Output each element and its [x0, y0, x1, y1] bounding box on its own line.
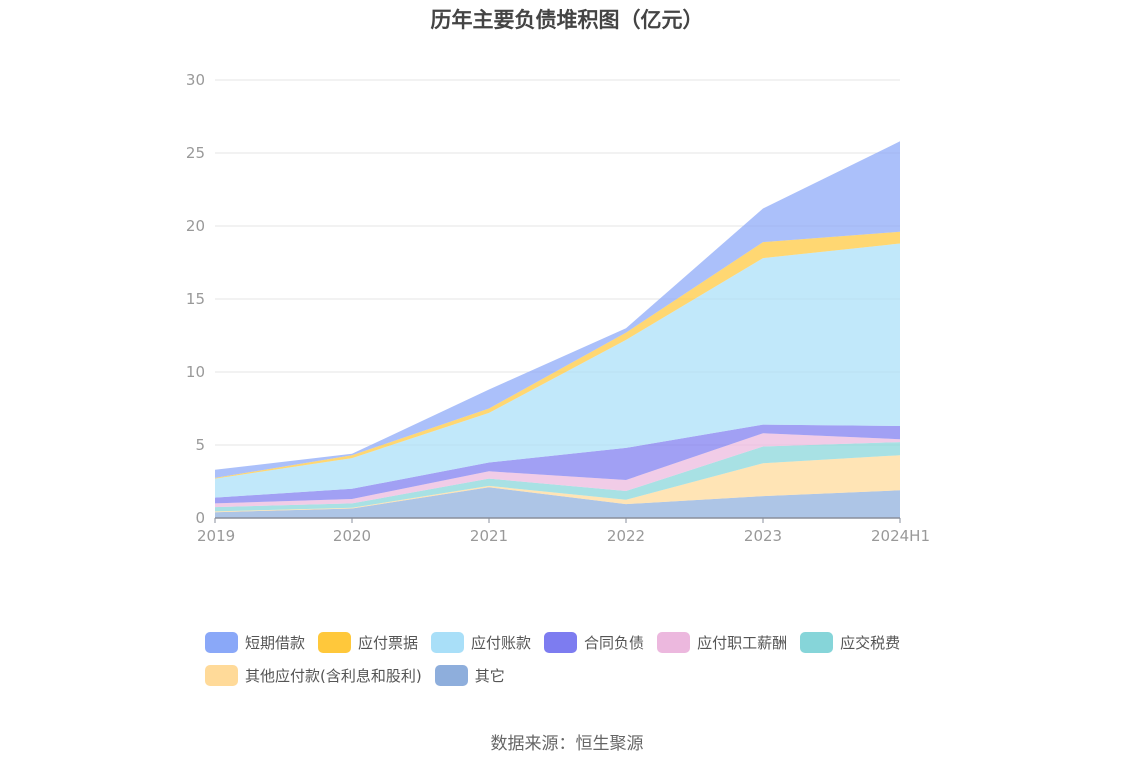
legend-item[interactable]: 应付职工薪酬 [657, 630, 787, 654]
y-tick-label: 25 [186, 144, 205, 162]
legend-swatch [318, 631, 352, 653]
y-tick-label: 10 [186, 363, 205, 381]
legend: 短期借款 应付票据 应付账款 合同负债 应付职工薪酬 应交税费其他应付款(含利息和股利) 其… [205, 630, 965, 687]
area-合同负债[interactable] [215, 424, 900, 504]
legend-item[interactable]: 应付票据 [318, 630, 418, 654]
axes: 0 5 10 15 20 25 30 2019 2020 2021 2022 2023 2024H1 [186, 71, 930, 545]
x-tick-label: 2024H1 [871, 527, 930, 545]
x-tick-label: 2021 [470, 527, 508, 545]
area-其他应付款(含利息和股利)[interactable] [215, 455, 900, 513]
legend-label: 其他应付款(含利息和股利) [245, 666, 422, 685]
legend-label: 应付账款 [471, 633, 532, 652]
legend-label: 短期借款 [245, 633, 306, 652]
legend-swatch [431, 631, 465, 653]
legend-item[interactable]: 其它 [434, 663, 505, 687]
area-应付账款[interactable] [215, 243, 900, 498]
chart-title: 历年主要负债堆积图（亿元） [430, 8, 704, 32]
legend-swatch [434, 664, 468, 686]
stacked-area-chart: 0 5 10 15 20 25 30 2019 2020 2021 2022 2023 2024H1 [186, 71, 930, 545]
legend-swatch [205, 664, 238, 686]
area-series [215, 141, 900, 518]
area-应付职工薪酬[interactable] [215, 433, 900, 508]
x-tick-label: 2019 [197, 527, 235, 545]
legend-item[interactable]: 短期借款 [205, 630, 305, 654]
legend-swatch [800, 631, 834, 653]
data-source-note: 数据来源：恒生聚源 [490, 734, 644, 754]
y-tick-label: 30 [186, 71, 205, 89]
legend-label: 应交税费 [840, 633, 901, 652]
legend-item[interactable]: 合同负债 [544, 630, 644, 654]
legend-swatch [544, 631, 578, 653]
area-短期借款[interactable] [215, 141, 900, 478]
legend-item[interactable]: 应交税费 [800, 630, 900, 654]
legend-label: 合同负债 [584, 633, 645, 652]
legend-item[interactable]: 其他应付款(含利息和股利) [205, 663, 422, 687]
area-应交税费[interactable] [215, 442, 900, 512]
legend-swatch [205, 631, 238, 653]
legend-item[interactable]: 应付账款 [431, 630, 531, 654]
y-tick-label: 15 [186, 290, 205, 308]
legend-label: 应付职工薪酬 [697, 633, 788, 652]
legend-label: 应付票据 [358, 633, 419, 652]
x-tick-label: 2020 [333, 527, 371, 545]
legend-label: 其它 [474, 666, 505, 685]
x-tick-label: 2023 [744, 527, 782, 545]
y-tick-label: 20 [186, 217, 205, 235]
area-其它[interactable] [215, 487, 900, 518]
y-tick-label: 0 [195, 509, 205, 527]
y-tick-label: 5 [195, 436, 205, 454]
x-tick-label: 2022 [607, 527, 645, 545]
legend-swatch [657, 631, 691, 653]
